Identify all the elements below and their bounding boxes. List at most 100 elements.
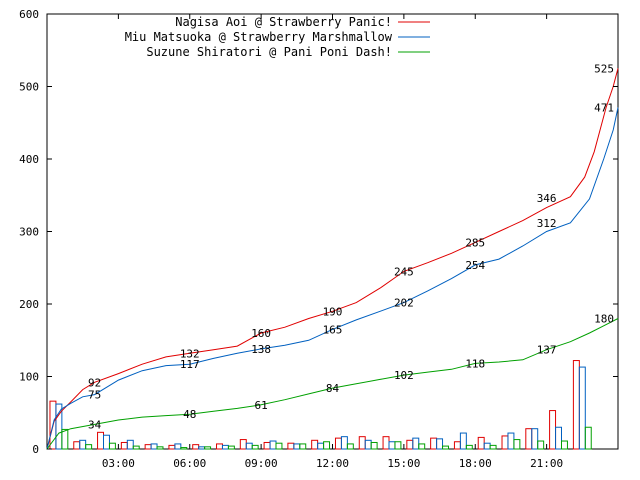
x-tick-label: 03:00	[102, 457, 135, 470]
hourly-bar	[245, 442, 253, 450]
hourly-bar	[382, 436, 390, 450]
hourly-bar	[549, 410, 557, 450]
hourly-bar	[317, 442, 325, 450]
hourly-bar	[340, 436, 348, 450]
legend-label: Suzune Shiratori @ Pani Poni Dash!	[146, 45, 392, 59]
hourly-bar	[489, 444, 497, 450]
hourly-bar	[572, 360, 580, 450]
data-label: 312	[537, 217, 557, 230]
data-labels: 92 132 160 190 245 285 346 525 75 117 138 165 202 254…	[88, 62, 614, 431]
hourly-bar	[477, 436, 485, 450]
data-label: 471	[594, 102, 614, 115]
legend: Nagisa Aoi @ Strawberry Panic!Miu Matsuo…	[125, 15, 430, 59]
hourly-bar	[103, 434, 110, 450]
x-tick-label: 09:00	[245, 457, 278, 470]
hourly-bar	[126, 439, 134, 450]
y-tick-label: 200	[19, 298, 39, 311]
data-label: 137	[537, 344, 557, 357]
hourly-bar	[358, 436, 366, 450]
hourly-bar	[513, 439, 521, 450]
hourly-bar	[293, 443, 301, 450]
y-tick-label: 500	[19, 81, 39, 94]
hourly-bar	[174, 443, 182, 450]
hourly-bar	[364, 439, 372, 450]
x-tick-label: 12:00	[316, 457, 349, 470]
hourly-bar	[555, 426, 562, 450]
hourly-bar	[370, 441, 378, 450]
hourly-bars	[49, 360, 592, 450]
hourly-bar	[299, 443, 307, 450]
hourly-bar	[156, 446, 164, 450]
y-tick-label: 300	[19, 226, 39, 239]
data-label: 346	[537, 192, 557, 205]
hourly-bar	[525, 428, 533, 450]
hourly-bar	[584, 426, 592, 450]
hourly-bar	[507, 432, 515, 450]
data-label: 48	[183, 408, 196, 421]
hourly-bar	[287, 442, 295, 450]
data-label: 118	[465, 357, 485, 370]
hourly-bar	[85, 444, 93, 450]
hourly-bar	[239, 439, 247, 450]
data-label: 102	[394, 369, 414, 382]
hourly-bar	[216, 443, 223, 450]
data-label: 92	[88, 376, 101, 389]
hourly-bar	[323, 441, 331, 450]
hourly-bar	[394, 441, 402, 450]
x-tick-label: 15:00	[387, 457, 420, 470]
hourly-bar	[97, 431, 105, 450]
hourly-bar	[120, 441, 128, 450]
hourly-bar	[204, 446, 212, 450]
y-tick-label: 100	[19, 371, 39, 384]
data-label: 34	[88, 418, 102, 431]
data-label: 165	[323, 323, 343, 336]
hourly-bar	[483, 442, 491, 450]
hourly-bar	[418, 443, 426, 450]
data-label: 202	[394, 297, 414, 310]
data-label: 138	[251, 343, 271, 356]
data-label: 245	[394, 265, 414, 278]
hourly-bar	[144, 444, 152, 450]
hourly-bar	[61, 428, 69, 450]
hourly-bar	[501, 435, 509, 450]
hourly-bar	[430, 437, 438, 450]
hourly-bar	[311, 439, 319, 450]
hourly-bar	[531, 428, 539, 450]
hourly-bar	[436, 438, 444, 450]
hourly-bar	[269, 440, 277, 450]
hourly-bar	[537, 440, 545, 450]
hourly-bar	[180, 447, 188, 450]
data-label: 254	[465, 259, 485, 272]
hourly-bar	[221, 444, 229, 450]
axes: 0 100 200 300 400 500 600 03:00 06:00 09:00 12:00 1…	[19, 8, 618, 470]
y-tick-label: 0	[32, 443, 39, 456]
data-label: 525	[594, 62, 614, 75]
hourly-bar	[406, 439, 414, 450]
y-tick-label: 600	[19, 8, 39, 21]
x-tick-label: 18:00	[459, 457, 492, 470]
hourly-bar	[442, 445, 449, 450]
hourly-bar	[79, 439, 87, 450]
hourly-bar	[132, 445, 140, 450]
data-label: 75	[88, 389, 101, 402]
data-label: 180	[594, 313, 614, 326]
hourly-bar	[108, 442, 116, 450]
cumulative-lines	[46, 68, 619, 450]
data-label: 132	[180, 347, 200, 360]
x-tick-label: 21:00	[530, 457, 563, 470]
hourly-bar	[578, 366, 586, 450]
data-label: 285	[465, 236, 485, 249]
series-line	[46, 68, 619, 450]
data-label: 190	[323, 305, 343, 318]
data-label: 84	[326, 382, 340, 395]
hourly-bar	[412, 437, 420, 450]
data-label: 61	[255, 399, 268, 412]
hourly-bar	[150, 443, 158, 450]
x-tick-label: 06:00	[173, 457, 206, 470]
hourly-bar	[73, 441, 81, 450]
series-line	[46, 107, 619, 450]
hourly-bar	[227, 445, 235, 450]
hourly-bar	[459, 432, 467, 450]
hourly-bar	[453, 441, 461, 450]
